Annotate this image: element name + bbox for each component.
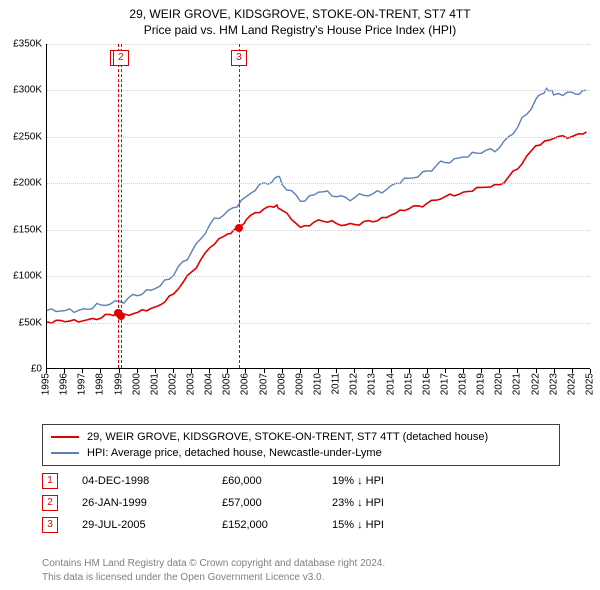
x-tick-label: 2004 xyxy=(204,373,215,395)
y-tick-label: £250K xyxy=(13,131,42,142)
y-tick-label: £150K xyxy=(13,224,42,235)
event-marker-box: 3 xyxy=(231,50,247,66)
x-tick-label: 2016 xyxy=(421,373,432,395)
event-row-price: £152,000 xyxy=(222,519,332,531)
gridline xyxy=(47,90,590,91)
event-line xyxy=(239,44,240,368)
gridline xyxy=(47,183,590,184)
x-tick-label: 2022 xyxy=(530,373,541,395)
plot-area: 123 xyxy=(46,44,590,369)
x-tick-label: 1995 xyxy=(41,373,52,395)
y-tick-label: £350K xyxy=(13,39,42,50)
x-tick-label: 2001 xyxy=(149,373,160,395)
x-tick-label: 2013 xyxy=(367,373,378,395)
legend: 29, WEIR GROVE, KIDSGROVE, STOKE-ON-TREN… xyxy=(42,424,560,466)
x-tick-label: 1997 xyxy=(77,373,88,395)
x-tick-label: 2015 xyxy=(403,373,414,395)
x-tick-label: 2009 xyxy=(294,373,305,395)
footer-line-1: Contains HM Land Registry data © Crown c… xyxy=(42,557,385,571)
event-dot xyxy=(235,224,243,232)
x-tick-label: 2025 xyxy=(585,373,596,395)
x-tick-label: 2012 xyxy=(349,373,360,395)
x-tick-label: 2010 xyxy=(313,373,324,395)
event-row: 3 29-JUL-2005£152,00015% ↓ HPI xyxy=(42,514,562,536)
x-tick-label: 2018 xyxy=(458,373,469,395)
y-axis: £0£50K£100K£150K£200K£250K£300K£350K xyxy=(0,44,46,369)
x-tick-label: 2008 xyxy=(276,373,287,395)
legend-row: HPI: Average price, detached house, Newc… xyxy=(51,445,551,461)
title-line-2: Price paid vs. HM Land Registry's House … xyxy=(0,22,600,38)
event-row-date: 04-DEC-1998 xyxy=(82,475,222,487)
x-tick-label: 1996 xyxy=(59,373,70,395)
event-row-date: 26-JAN-1999 xyxy=(82,497,222,509)
x-tick-label: 2007 xyxy=(258,373,269,395)
series-price_paid xyxy=(47,132,586,323)
legend-label: HPI: Average price, detached house, Newc… xyxy=(87,447,382,459)
x-tick-label: 2003 xyxy=(186,373,197,395)
legend-row: 29, WEIR GROVE, KIDSGROVE, STOKE-ON-TREN… xyxy=(51,429,551,445)
x-tick-label: 1999 xyxy=(113,373,124,395)
legend-swatch xyxy=(51,452,79,454)
event-marker-box: 2 xyxy=(113,50,129,66)
event-row-price: £60,000 xyxy=(222,475,332,487)
x-tick-label: 2005 xyxy=(222,373,233,395)
y-tick-label: £200K xyxy=(13,178,42,189)
legend-swatch xyxy=(51,436,79,438)
events-table: 1 04-DEC-1998£60,00019% ↓ HPI 2 26-JAN-1999… xyxy=(42,470,562,536)
event-row-delta: 23% ↓ HPI xyxy=(332,497,562,509)
footer-line-2: This data is licensed under the Open Gov… xyxy=(42,571,385,585)
x-tick-label: 2011 xyxy=(331,373,342,395)
x-tick-label: 2024 xyxy=(566,373,577,395)
gridline xyxy=(47,230,590,231)
gridline xyxy=(47,137,590,138)
event-row-delta: 19% ↓ HPI xyxy=(332,475,562,487)
x-tick-label: 2021 xyxy=(512,373,523,395)
x-tick-label: 2019 xyxy=(476,373,487,395)
footer: Contains HM Land Registry data © Crown c… xyxy=(42,557,385,584)
event-row-marker: 3 xyxy=(42,517,58,533)
y-tick-label: £100K xyxy=(13,271,42,282)
gridline xyxy=(47,276,590,277)
legend-label: 29, WEIR GROVE, KIDSGROVE, STOKE-ON-TREN… xyxy=(87,431,488,443)
event-row: 1 04-DEC-1998£60,00019% ↓ HPI xyxy=(42,470,562,492)
event-row-price: £57,000 xyxy=(222,497,332,509)
gridline xyxy=(47,323,590,324)
x-tick-label: 1998 xyxy=(95,373,106,395)
x-tick-label: 2023 xyxy=(548,373,559,395)
chart-title: 29, WEIR GROVE, KIDSGROVE, STOKE-ON-TREN… xyxy=(0,0,600,38)
chart-area: £0£50K£100K£150K£200K£250K£300K£350K 123… xyxy=(0,44,600,414)
y-tick-label: £300K xyxy=(13,85,42,96)
x-tick-label: 2017 xyxy=(439,373,450,395)
event-row: 2 26-JAN-1999£57,00023% ↓ HPI xyxy=(42,492,562,514)
x-axis: 1995199619971998199920002001200220032004… xyxy=(46,369,590,414)
event-row-delta: 15% ↓ HPI xyxy=(332,519,562,531)
page-root: 29, WEIR GROVE, KIDSGROVE, STOKE-ON-TREN… xyxy=(0,0,600,590)
x-tick-label: 2002 xyxy=(167,373,178,395)
event-row-marker: 2 xyxy=(42,495,58,511)
x-tick-label: 2000 xyxy=(131,373,142,395)
event-dot xyxy=(117,312,125,320)
line-layer xyxy=(47,44,590,368)
series-hpi xyxy=(47,88,586,312)
gridline xyxy=(47,44,590,45)
x-tick-label: 2014 xyxy=(385,373,396,395)
title-line-1: 29, WEIR GROVE, KIDSGROVE, STOKE-ON-TREN… xyxy=(0,6,600,22)
x-tick-label: 2020 xyxy=(494,373,505,395)
x-tick-label: 2006 xyxy=(240,373,251,395)
event-row-date: 29-JUL-2005 xyxy=(82,519,222,531)
y-tick-label: £50K xyxy=(19,317,42,328)
event-row-marker: 1 xyxy=(42,473,58,489)
